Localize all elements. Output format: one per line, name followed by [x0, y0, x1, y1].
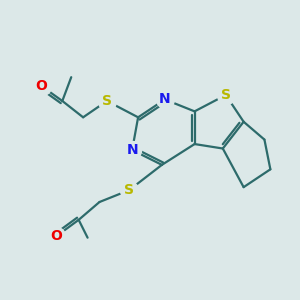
- Text: N: N: [126, 143, 138, 157]
- Text: S: S: [102, 94, 112, 108]
- Text: S: S: [221, 88, 231, 102]
- Text: O: O: [50, 229, 62, 243]
- Text: O: O: [36, 79, 47, 93]
- Text: S: S: [124, 183, 134, 197]
- Text: N: N: [159, 92, 171, 106]
